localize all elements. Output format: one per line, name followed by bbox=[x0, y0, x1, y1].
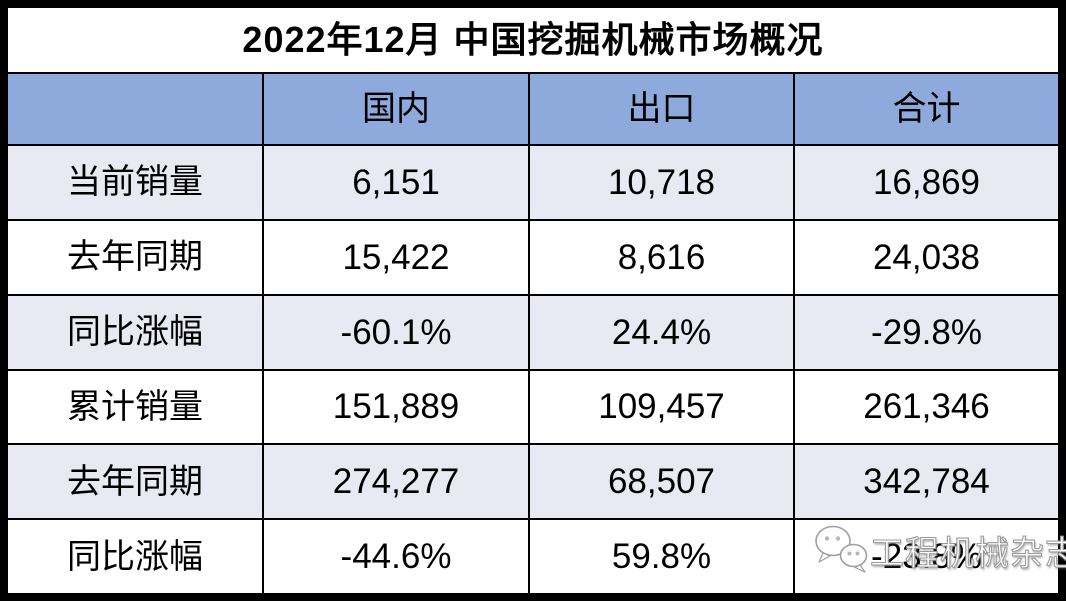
cell-lastyear-cum-domestic: 274,277 bbox=[264, 445, 528, 519]
header-cell-domestic: 国内 bbox=[264, 74, 528, 144]
row-label-yoy-month: 同比涨幅 bbox=[8, 295, 262, 369]
row-label-last-year-month: 去年同期 bbox=[8, 220, 262, 294]
cell-yoy-total: -29.8% bbox=[795, 295, 1058, 369]
cell-current-export: 10,718 bbox=[530, 146, 793, 219]
cell-current-domestic: 6,151 bbox=[264, 146, 528, 219]
header-cell-export: 出口 bbox=[530, 74, 793, 144]
row-label-yoy-cumulative: 同比涨幅 bbox=[8, 520, 262, 593]
cell-lastyear-cum-total: 342,784 bbox=[795, 445, 1058, 519]
page-title: 2022年12月 中国挖掘机械市场概况 bbox=[8, 8, 1058, 72]
row-label-last-year-cumulative: 去年同期 bbox=[8, 445, 262, 519]
cell-lastyear-domestic: 15,422 bbox=[264, 220, 528, 294]
cell-cumulative-export: 109,457 bbox=[530, 370, 793, 444]
row-label-current-sales: 当前销量 bbox=[8, 146, 262, 219]
cell-yoy-cum-export: 59.8% bbox=[530, 520, 793, 593]
header-cell-empty bbox=[8, 74, 262, 144]
cell-yoy-domestic: -60.1% bbox=[264, 295, 528, 369]
cell-cumulative-total: 261,346 bbox=[795, 370, 1058, 444]
cell-lastyear-export: 8,616 bbox=[530, 220, 793, 294]
cell-yoy-export: 24.4% bbox=[530, 295, 793, 369]
cell-yoy-cum-total: -23.8% bbox=[795, 520, 1058, 593]
cell-yoy-cum-domestic: -44.6% bbox=[264, 520, 528, 593]
cell-lastyear-total: 24,038 bbox=[795, 220, 1058, 294]
cell-lastyear-cum-export: 68,507 bbox=[530, 445, 793, 519]
row-label-cumulative-sales: 累计销量 bbox=[8, 370, 262, 444]
cell-cumulative-domestic: 151,889 bbox=[264, 370, 528, 444]
header-cell-total: 合计 bbox=[795, 74, 1058, 144]
cell-current-total: 16,869 bbox=[795, 146, 1058, 219]
